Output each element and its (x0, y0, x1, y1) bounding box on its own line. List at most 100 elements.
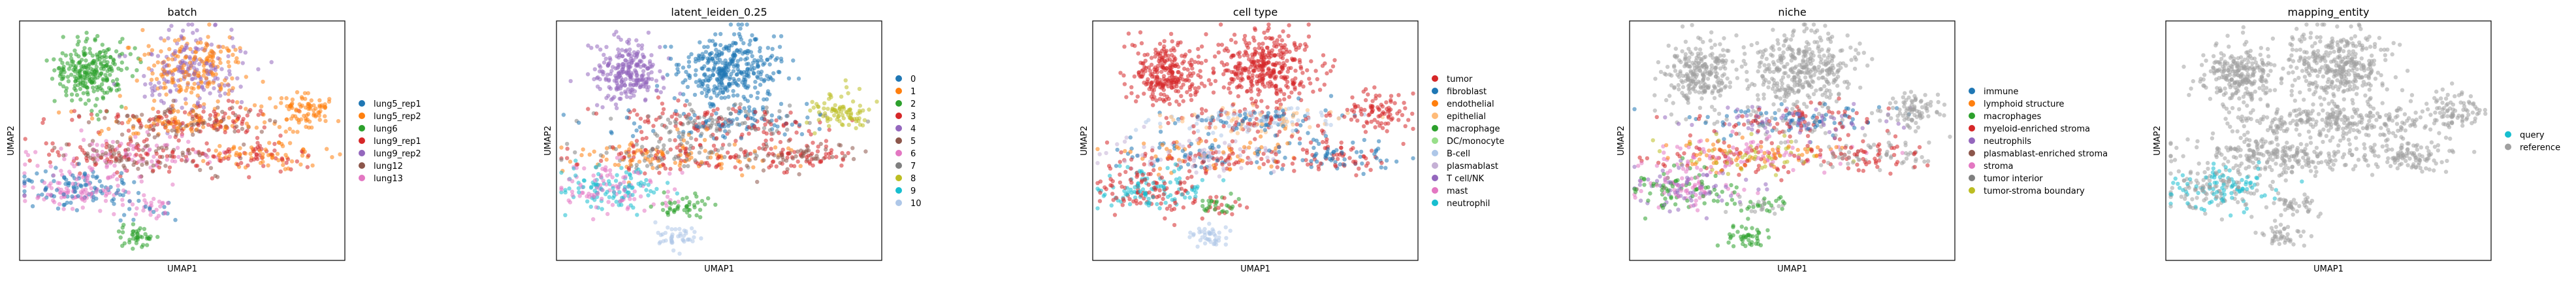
data-point (1229, 118, 1234, 123)
legend-label: 3 (910, 112, 916, 122)
data-point (1267, 35, 1272, 41)
data-point (642, 208, 647, 213)
data-point (69, 52, 73, 58)
data-point (1168, 115, 1174, 119)
data-point (137, 198, 141, 203)
data-point (226, 83, 231, 88)
data-point (1248, 140, 1253, 145)
data-point (1192, 113, 1197, 117)
data-point (712, 65, 716, 70)
data-point (172, 108, 176, 113)
data-point (626, 184, 631, 188)
data-point (1192, 156, 1197, 160)
data-point (196, 85, 201, 90)
data-point (285, 104, 289, 109)
data-point (1304, 150, 1310, 155)
data-point (1196, 54, 1201, 59)
data-point (1376, 120, 1380, 124)
data-point (1224, 236, 1229, 240)
data-point (676, 200, 681, 204)
legend-label: 10 (910, 199, 922, 209)
data-point (1261, 48, 1266, 53)
data-point (99, 60, 103, 65)
data-point (101, 48, 106, 54)
data-point (1254, 50, 1259, 55)
data-point (615, 156, 620, 160)
data-point (589, 46, 594, 50)
data-point (649, 162, 654, 167)
data-point (665, 73, 669, 77)
data-point (1411, 126, 1415, 132)
data-point (771, 71, 776, 76)
data-point (160, 74, 165, 79)
legend-marker (359, 162, 365, 169)
data-point (1119, 150, 1123, 154)
data-point (273, 105, 278, 109)
data-point (611, 65, 615, 69)
data-point (1163, 200, 1168, 205)
data-point (218, 60, 223, 65)
data-point (186, 22, 191, 27)
data-point (227, 72, 232, 77)
data-point (72, 86, 77, 91)
data-point (619, 203, 624, 207)
data-point (244, 130, 248, 135)
data-point (1135, 153, 1140, 158)
data-point (1104, 140, 1110, 145)
data-point (1244, 115, 1248, 120)
data-point (1172, 222, 1177, 228)
data-point (289, 159, 295, 164)
data-point (1118, 164, 1122, 168)
data-point (1144, 82, 1149, 87)
data-point (1122, 139, 1127, 144)
data-point (118, 94, 122, 98)
data-point (80, 58, 84, 62)
data-point (148, 81, 153, 86)
data-point (1133, 185, 1137, 190)
data-point (1178, 160, 1183, 164)
data-point (1261, 61, 1266, 65)
data-point (769, 147, 773, 151)
data-point (213, 114, 217, 118)
data-point (71, 181, 75, 186)
data-point (1287, 49, 1292, 54)
data-point (736, 154, 741, 159)
data-point (641, 63, 646, 68)
data-point (1355, 118, 1360, 123)
data-point (739, 136, 744, 141)
data-point (666, 210, 670, 215)
data-point (604, 96, 609, 100)
data-point (672, 156, 677, 161)
data-point (656, 230, 660, 235)
data-point (1282, 97, 1287, 101)
data-point (668, 171, 672, 176)
data-point (1281, 92, 1287, 96)
data-point (62, 157, 67, 162)
data-point (170, 128, 174, 133)
data-point (219, 67, 224, 71)
data-point (751, 165, 756, 169)
data-point (1108, 166, 1113, 171)
data-point (119, 67, 123, 73)
data-point (805, 145, 810, 149)
data-point (1279, 69, 1283, 74)
data-point (657, 139, 662, 144)
data-point (291, 130, 295, 134)
x-axis-label: UMAP1 (704, 264, 734, 274)
data-point (287, 141, 293, 145)
data-point (847, 115, 852, 120)
data-point (176, 78, 181, 83)
data-point (67, 169, 72, 174)
data-point (698, 207, 703, 212)
data-point (1151, 167, 1156, 173)
data-point (1328, 94, 1334, 98)
data-point (196, 81, 201, 86)
data-point (1368, 167, 1373, 172)
data-point (1281, 118, 1287, 123)
data-point (272, 148, 277, 153)
data-point (708, 104, 713, 109)
data-point (127, 117, 132, 122)
data-point (1238, 203, 1242, 207)
data-point (621, 64, 626, 69)
data-point (1204, 125, 1209, 130)
